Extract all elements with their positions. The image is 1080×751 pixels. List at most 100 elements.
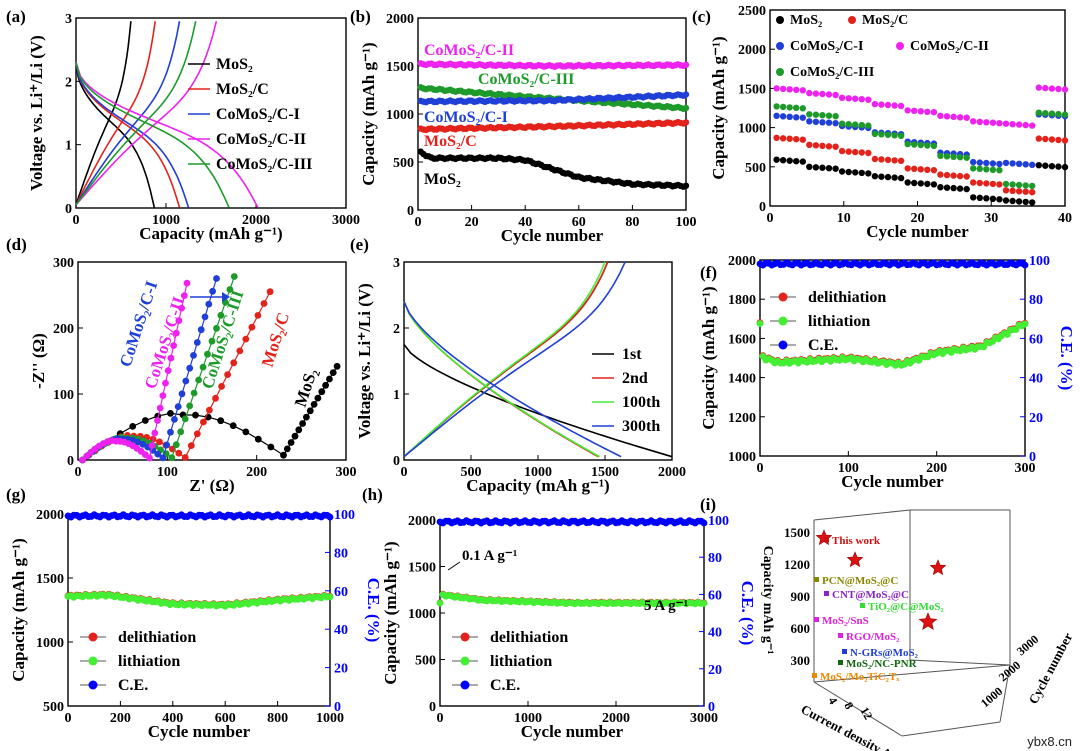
data-point	[172, 329, 180, 337]
x-tick-label: 200	[246, 465, 267, 480]
data-point	[164, 367, 172, 374]
y-tick-label: 500	[43, 700, 64, 715]
axis-3d	[813, 664, 1011, 683]
charge-curve	[75, 21, 132, 206]
y-tick-label: 200	[53, 322, 74, 337]
data-point	[172, 441, 180, 449]
y-tick-label: 1400	[728, 372, 756, 387]
data-point	[825, 119, 833, 126]
y-tick-label: 300	[53, 256, 74, 271]
data-point	[891, 157, 898, 164]
data-point	[1048, 136, 1056, 143]
data-point	[806, 118, 813, 125]
data-point	[996, 181, 1003, 188]
data-point	[871, 130, 879, 138]
x-tick-label: 100	[676, 215, 697, 230]
point-label: RGO/MoS₂	[846, 631, 900, 643]
data-point	[865, 170, 872, 177]
charge-curve	[403, 261, 606, 458]
data-point	[171, 416, 178, 423]
data-point	[871, 100, 879, 108]
data-point	[779, 103, 787, 111]
data-point	[318, 388, 326, 396]
panel-c: 0 10 20 30 40 0 500 1000 1500 2000 2500 Cycle numbe…	[692, 4, 1072, 241]
data-point	[200, 418, 207, 426]
y-tick-label: 0	[407, 204, 414, 219]
charge-curve	[75, 21, 181, 206]
y-tick-label: 2	[393, 322, 400, 337]
data-point	[1009, 160, 1016, 167]
x-tick-label: 300	[1015, 461, 1036, 476]
data-point	[206, 406, 213, 414]
data-point	[930, 167, 938, 174]
data-point	[1022, 188, 1029, 195]
x-tick-label: 2000	[602, 711, 630, 726]
x-tick-label: 1000	[152, 213, 180, 228]
data-point	[280, 451, 287, 459]
y2-tick-label: 40	[708, 626, 722, 641]
y-tick-label: 1000	[728, 450, 756, 465]
y-tick-label: 1000	[408, 607, 436, 622]
data-point	[812, 90, 820, 97]
data-point	[838, 633, 843, 638]
data-point	[168, 454, 176, 462]
panel-h: 0 1000 2000 3000050010001500200002040608010…	[362, 485, 757, 741]
data-point	[306, 407, 314, 415]
panel-a: 0 1000 2000 3000 0 1 2 3 Capacity (mAh g⁻¹) Volta…	[6, 7, 360, 243]
data-point	[1035, 135, 1043, 142]
data-point	[1009, 181, 1016, 188]
data-point	[891, 102, 898, 109]
x-tick-label: 12	[857, 705, 875, 722]
x-tick-label: 0	[75, 465, 82, 480]
data-point	[1029, 189, 1036, 196]
ce-point	[1021, 261, 1029, 269]
data-point	[917, 166, 924, 173]
data-point	[911, 165, 918, 172]
data-point	[825, 165, 833, 172]
data-point	[996, 160, 1003, 168]
x-axis-label: Capacity (mAh g⁻¹)	[139, 224, 282, 243]
x-tick-label: 2000	[658, 465, 686, 480]
data-point	[937, 171, 944, 178]
data-point	[183, 279, 191, 287]
data-point	[793, 158, 800, 165]
data-point	[170, 342, 178, 349]
y-tick-label: 300	[791, 653, 811, 668]
axis-3d	[999, 664, 1011, 723]
data-point	[1029, 122, 1036, 129]
data-point	[845, 148, 852, 155]
point-label: TiO₂@C@MoS₂	[868, 601, 944, 613]
data-point	[937, 112, 944, 120]
data-point	[1022, 121, 1029, 129]
y-tick-label: 2000	[386, 12, 414, 27]
data-point	[213, 275, 220, 282]
data-point	[1029, 199, 1036, 206]
data-point	[218, 383, 226, 390]
data-point	[989, 119, 997, 126]
y-axis-label: Capacity (mAh g⁻¹)	[359, 42, 378, 185]
y-tick-label: 0	[393, 454, 400, 469]
panel-tag: (f)	[700, 263, 717, 282]
legend-marker	[778, 316, 788, 326]
data-point	[1015, 160, 1023, 167]
y-tick-label: 2	[65, 75, 72, 90]
data-point	[186, 364, 194, 372]
data-point	[1055, 110, 1062, 118]
data-point	[229, 422, 237, 430]
data-point	[1002, 197, 1010, 204]
data-point	[1015, 188, 1023, 195]
y2-tick-label: 20	[708, 663, 722, 678]
data-point	[858, 121, 865, 129]
y-axis-label: Capacity (mAh g⁻¹)	[381, 541, 400, 684]
x-tick-label: 0	[415, 215, 422, 230]
data-point	[865, 96, 872, 103]
data-point	[976, 194, 983, 201]
data-point	[786, 135, 793, 142]
panel-tag: (h)	[362, 485, 383, 504]
data-point	[878, 156, 885, 163]
y-tick-label: 500	[745, 161, 766, 176]
z-tick-label: 2000	[996, 658, 1023, 684]
data-point	[226, 286, 234, 293]
panel-f: 0 100 200 300 1000 1200 1400 1600 1800 2000 0 20 40 6…	[699, 254, 1076, 491]
data-point	[786, 113, 793, 121]
